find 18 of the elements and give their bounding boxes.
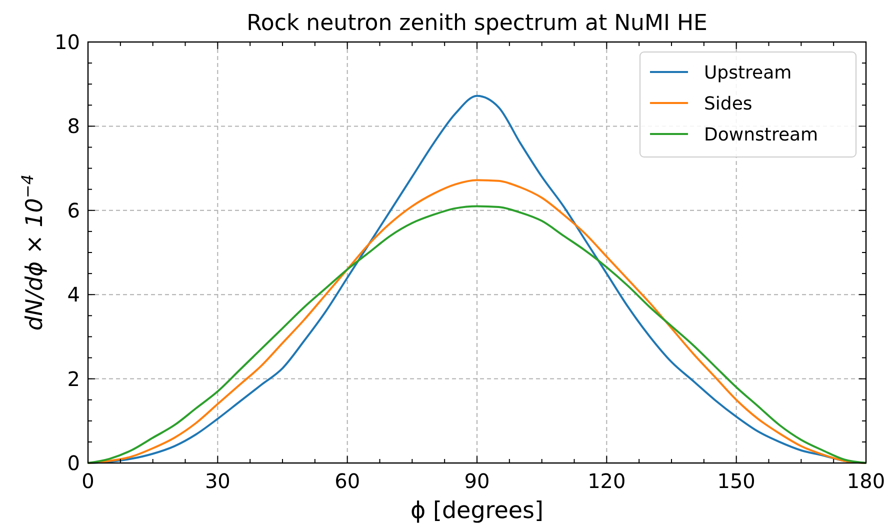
x-tick-label: 120 xyxy=(588,469,626,493)
y-tick-label: 2 xyxy=(67,366,80,391)
legend-label: Sides xyxy=(704,93,752,114)
y-tick-label: 0 xyxy=(67,451,80,475)
y-tick-label: 8 xyxy=(67,114,80,138)
legend-label: Downstream xyxy=(704,124,818,146)
chart-title: Rock neutron zenith spectrum at NuMI HE xyxy=(246,11,708,36)
y-tick-label: 10 xyxy=(54,30,80,54)
x-tick-label: 90 xyxy=(464,469,490,493)
x-axis-title: ϕ [degrees] xyxy=(410,498,544,524)
x-tick-label: 150 xyxy=(717,469,756,493)
y-tick-label: 6 xyxy=(67,198,80,222)
x-tick-label: 0 xyxy=(82,469,94,493)
x-tick-label: 30 xyxy=(204,469,230,493)
y-tick-label: 4 xyxy=(67,282,80,307)
x-tick-label: 60 xyxy=(334,469,360,493)
x-tick-label: 180 xyxy=(846,469,886,493)
legend-label: Upstream xyxy=(704,62,792,84)
